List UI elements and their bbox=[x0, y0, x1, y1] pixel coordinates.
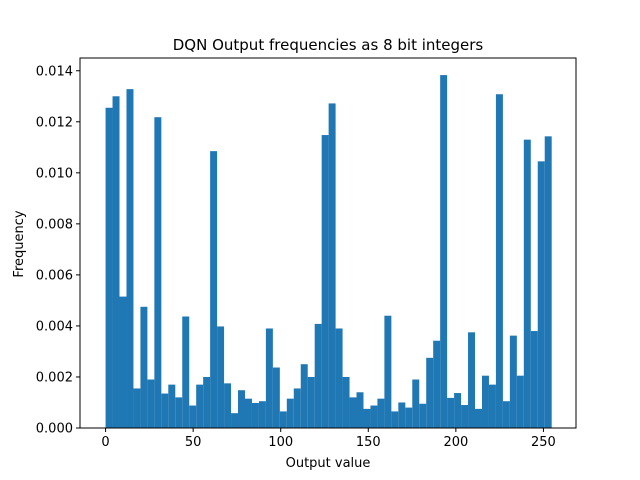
histogram-bars bbox=[105, 75, 552, 429]
x-tick-label: 150 bbox=[356, 435, 381, 450]
histogram-bar bbox=[377, 398, 385, 428]
y-tick-label: 0.006 bbox=[36, 268, 73, 283]
histogram-bar bbox=[419, 403, 427, 428]
histogram-bar bbox=[224, 383, 232, 428]
histogram-bar bbox=[495, 94, 503, 428]
y-axis-title: Frequency bbox=[12, 210, 27, 277]
histogram-bar bbox=[523, 139, 531, 429]
y-tick-label: 0.012 bbox=[36, 115, 73, 130]
y-axis: 0.000 0.002 0.004 0.006 0.008 0.010 0.012 0.014 bbox=[36, 64, 80, 437]
histogram-bar bbox=[370, 405, 378, 428]
histogram-bar bbox=[349, 397, 357, 428]
histogram-bar bbox=[328, 103, 336, 429]
histogram-bar bbox=[544, 136, 552, 428]
histogram-bar bbox=[286, 398, 294, 428]
histogram-bar bbox=[175, 397, 183, 428]
histogram-bar bbox=[405, 407, 413, 428]
y-tick-label: 0.002 bbox=[36, 370, 73, 385]
histogram-bar bbox=[537, 161, 545, 428]
histogram-bar bbox=[321, 135, 329, 428]
histogram-bar bbox=[161, 393, 169, 428]
histogram-bar bbox=[258, 401, 266, 428]
histogram-bar bbox=[426, 357, 434, 428]
histogram-bar bbox=[391, 411, 399, 428]
x-tick-label: 250 bbox=[531, 435, 556, 450]
histogram-bar bbox=[509, 335, 517, 428]
histogram-bar bbox=[307, 376, 315, 428]
histogram-bar bbox=[119, 296, 127, 428]
histogram-bar bbox=[314, 323, 322, 428]
histogram-bar bbox=[433, 340, 441, 428]
histogram-bar bbox=[203, 376, 211, 428]
plot-frame bbox=[79, 57, 577, 429]
x-axis-title: Output value bbox=[286, 456, 371, 471]
histogram-bar bbox=[126, 89, 134, 428]
histogram-bar bbox=[475, 408, 482, 428]
x-tick-label: 50 bbox=[185, 435, 202, 450]
y-tick-label: 0.010 bbox=[36, 166, 73, 181]
histogram-bar bbox=[300, 364, 308, 428]
histogram-bar bbox=[384, 315, 392, 428]
histogram-bar bbox=[238, 390, 245, 428]
histogram-bar bbox=[468, 332, 476, 428]
histogram-bar bbox=[140, 306, 148, 428]
y-tick-label: 0.004 bbox=[36, 319, 73, 334]
y-tick-label: 0.008 bbox=[36, 217, 73, 232]
histogram-bar bbox=[231, 413, 239, 428]
y-tick-label: 0.014 bbox=[36, 64, 73, 79]
histogram-bar bbox=[481, 375, 489, 428]
histogram-bar bbox=[447, 397, 455, 428]
histogram-bar bbox=[293, 388, 301, 428]
x-tick-label: 100 bbox=[268, 435, 293, 450]
chart-title: DQN Output frequencies as 8 bit integers bbox=[173, 36, 484, 54]
histogram-bar bbox=[105, 107, 113, 429]
histogram-bar bbox=[272, 367, 280, 428]
histogram-bar bbox=[516, 375, 524, 428]
histogram-bar bbox=[210, 151, 218, 428]
histogram-bar bbox=[189, 405, 197, 428]
histogram-bar bbox=[530, 331, 538, 428]
histogram-bar bbox=[488, 384, 496, 428]
x-axis: 0 50 100 150 200 250 bbox=[101, 428, 556, 450]
histogram-bar bbox=[147, 379, 155, 428]
histogram-bar bbox=[154, 117, 162, 428]
histogram-bar bbox=[412, 379, 420, 428]
histogram-bar bbox=[244, 398, 252, 428]
histogram-bar bbox=[112, 96, 120, 428]
y-tick-label: 0.000 bbox=[36, 422, 73, 437]
histogram-bar bbox=[196, 384, 204, 428]
histogram-bar bbox=[440, 75, 448, 428]
histogram-bar bbox=[363, 408, 371, 428]
histogram-bar bbox=[251, 402, 259, 428]
histogram-bar bbox=[335, 328, 343, 428]
histogram-bar bbox=[279, 411, 287, 428]
histogram-bar bbox=[454, 393, 462, 428]
x-tick-label: 200 bbox=[443, 435, 468, 450]
histogram-bar bbox=[217, 326, 225, 428]
histogram-bar bbox=[398, 402, 406, 428]
histogram-bar bbox=[356, 392, 364, 428]
histogram-bar bbox=[461, 405, 469, 428]
histogram-bar bbox=[342, 376, 350, 428]
histogram-bar bbox=[265, 328, 273, 428]
x-tick-label: 0 bbox=[101, 435, 109, 450]
histogram-bar bbox=[182, 316, 190, 428]
histogram-bar bbox=[133, 388, 141, 428]
histogram-bar bbox=[168, 384, 176, 428]
histogram-bar bbox=[502, 401, 510, 428]
